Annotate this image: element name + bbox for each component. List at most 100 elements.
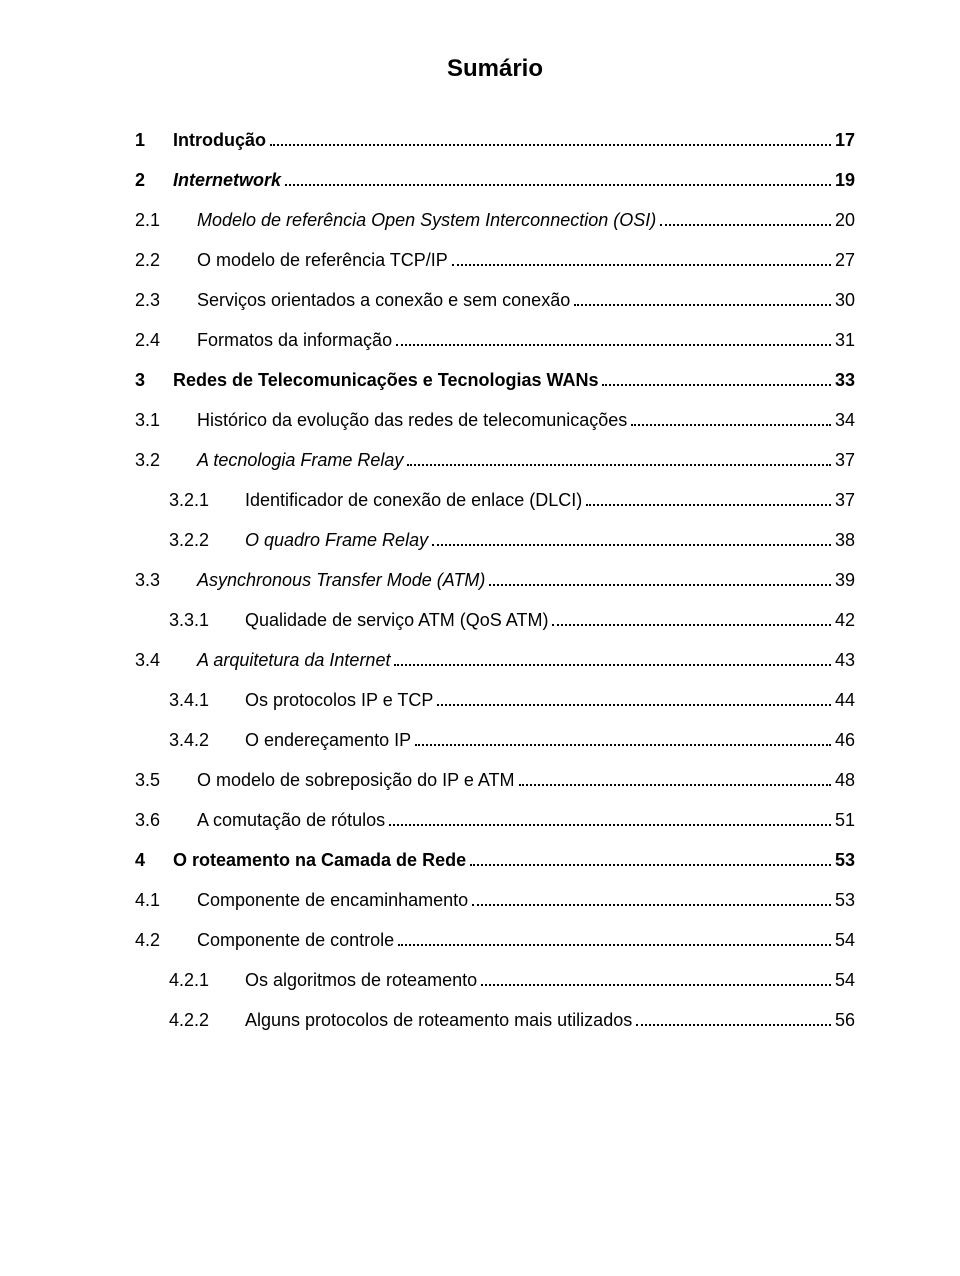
toc-entry-page: 46	[835, 731, 855, 749]
toc-entry-page: 31	[835, 331, 855, 349]
toc-entry-page: 54	[835, 931, 855, 949]
toc-entry-page: 56	[835, 1011, 855, 1029]
toc-entry: 2.2O modelo de referência TCP/IP 27	[135, 251, 855, 269]
toc-entry-label: Introdução	[173, 131, 266, 149]
toc-entry: 3.6A comutação de rótulos51	[135, 811, 855, 829]
toc-entry-number: 2	[135, 171, 173, 189]
toc-entry-label: Os algoritmos de roteamento	[245, 971, 477, 989]
toc-dot-leader	[519, 771, 831, 786]
toc-entry-page: 33	[835, 371, 855, 389]
toc-dot-leader	[452, 251, 831, 266]
toc-entry: 4.2Componente de controle 54	[135, 931, 855, 949]
toc-dot-leader	[407, 451, 831, 466]
toc-entry: 3.3Asynchronous Transfer Mode (ATM) 39	[135, 571, 855, 589]
toc-entry-label: Alguns protocolos de roteamento mais uti…	[245, 1011, 632, 1029]
toc-entry-page: 37	[835, 451, 855, 469]
table-of-contents: 1Introdução172Internetwork192.1Modelo de…	[135, 131, 855, 1029]
toc-entry-label: Redes de Telecomunicações e Tecnologias …	[173, 371, 598, 389]
toc-entry-number: 4.2	[135, 931, 197, 949]
page-title: Sumário	[135, 55, 855, 83]
toc-entry-label: Componente de encaminhamento	[197, 891, 468, 909]
toc-entry: 4.2.1Os algoritmos de roteamento 54	[135, 971, 855, 989]
toc-entry-page: 44	[835, 691, 855, 709]
toc-entry-page: 34	[835, 411, 855, 429]
toc-entry: 3.3.1Qualidade de serviço ATM (QoS ATM) 4…	[135, 611, 855, 629]
toc-dot-leader	[396, 331, 831, 346]
toc-entry-label: Histórico da evolução das redes de telec…	[197, 411, 627, 429]
toc-entry-number: 2.2	[135, 251, 197, 269]
toc-entry-label: A arquitetura da Internet	[197, 651, 390, 669]
toc-entry: 4.2.2Alguns protocolos de roteamento mai…	[135, 1011, 855, 1029]
toc-entry-number: 4.2.1	[169, 971, 245, 989]
toc-entry-page: 43	[835, 651, 855, 669]
toc-dot-leader	[631, 411, 831, 426]
toc-entry: 3.2A tecnologia Frame Relay37	[135, 451, 855, 469]
toc-entry-label: A tecnologia Frame Relay	[197, 451, 403, 469]
toc-entry-number: 3.1	[135, 411, 197, 429]
toc-dot-leader	[394, 651, 831, 666]
toc-entry-number: 3.3	[135, 571, 197, 589]
toc-dot-leader	[574, 291, 831, 306]
toc-entry-page: 20	[835, 211, 855, 229]
toc-entry-page: 51	[835, 811, 855, 829]
toc-dot-leader	[586, 491, 831, 506]
toc-entry-number: 3.3.1	[169, 611, 245, 629]
toc-dot-leader	[489, 571, 831, 586]
toc-entry: 3.5O modelo de sobreposição do IP e ATM4…	[135, 771, 855, 789]
toc-dot-leader	[415, 731, 831, 746]
toc-entry: 4O roteamento na Camada de Rede 53	[135, 851, 855, 869]
toc-dot-leader	[270, 131, 831, 146]
toc-entry: 3.2.2O quadro Frame Relay38	[135, 531, 855, 549]
toc-entry-page: 53	[835, 851, 855, 869]
toc-entry-label: Qualidade de serviço ATM (QoS ATM)	[245, 611, 548, 629]
toc-dot-leader	[552, 611, 831, 626]
toc-entry-number: 3.4	[135, 651, 197, 669]
toc-entry-page: 42	[835, 611, 855, 629]
toc-entry-number: 2.3	[135, 291, 197, 309]
toc-entry: 3.4.2O endereçamento IP 46	[135, 731, 855, 749]
toc-entry-number: 3.2.1	[169, 491, 245, 509]
toc-entry-page: 39	[835, 571, 855, 589]
toc-entry-label: Os protocolos IP e TCP	[245, 691, 433, 709]
toc-entry-number: 2.4	[135, 331, 197, 349]
toc-entry: 3.1Histórico da evolução das redes de te…	[135, 411, 855, 429]
toc-entry-label: Asynchronous Transfer Mode (ATM)	[197, 571, 485, 589]
toc-entry-label: O modelo de sobreposição do IP e ATM	[197, 771, 515, 789]
toc-entry-label: O modelo de referência TCP/IP	[197, 251, 448, 269]
toc-entry-page: 19	[835, 171, 855, 189]
toc-entry-page: 37	[835, 491, 855, 509]
toc-dot-leader	[285, 171, 831, 186]
toc-entry: 3.4.1Os protocolos IP e TCP44	[135, 691, 855, 709]
toc-dot-leader	[602, 371, 830, 386]
toc-entry-label: O roteamento na Camada de Rede	[173, 851, 466, 869]
toc-entry-number: 4	[135, 851, 173, 869]
toc-entry-number: 3.4.2	[169, 731, 245, 749]
toc-entry-number: 2.1	[135, 211, 197, 229]
toc-dot-leader	[472, 891, 831, 906]
toc-dot-leader	[398, 931, 831, 946]
toc-entry-page: 30	[835, 291, 855, 309]
toc-entry: 2.4Formatos da informação 31	[135, 331, 855, 349]
toc-dot-leader	[389, 811, 831, 826]
toc-dot-leader	[660, 211, 831, 226]
toc-entry: 4.1Componente de encaminhamento53	[135, 891, 855, 909]
toc-entry: 3.2.1Identificador de conexão de enlace …	[135, 491, 855, 509]
toc-entry-label: Componente de controle	[197, 931, 394, 949]
toc-entry-label: Modelo de referência Open System Interco…	[197, 211, 656, 229]
toc-dot-leader	[636, 1011, 831, 1026]
toc-entry-label: O endereçamento IP	[245, 731, 411, 749]
toc-entry-page: 54	[835, 971, 855, 989]
toc-entry: 1Introdução17	[135, 131, 855, 149]
toc-entry-label: Internetwork	[173, 171, 281, 189]
toc-entry-label: Formatos da informação	[197, 331, 392, 349]
toc-entry-page: 38	[835, 531, 855, 549]
toc-entry-page: 17	[835, 131, 855, 149]
toc-entry-page: 53	[835, 891, 855, 909]
toc-entry-number: 3	[135, 371, 173, 389]
toc-entry: 3Redes de Telecomunicações e Tecnologias…	[135, 371, 855, 389]
toc-dot-leader	[432, 531, 831, 546]
toc-entry-page: 27	[835, 251, 855, 269]
toc-entry-number: 3.2.2	[169, 531, 245, 549]
toc-entry-label: Identificador de conexão de enlace (DLCI…	[245, 491, 582, 509]
toc-entry-number: 4.2.2	[169, 1011, 245, 1029]
